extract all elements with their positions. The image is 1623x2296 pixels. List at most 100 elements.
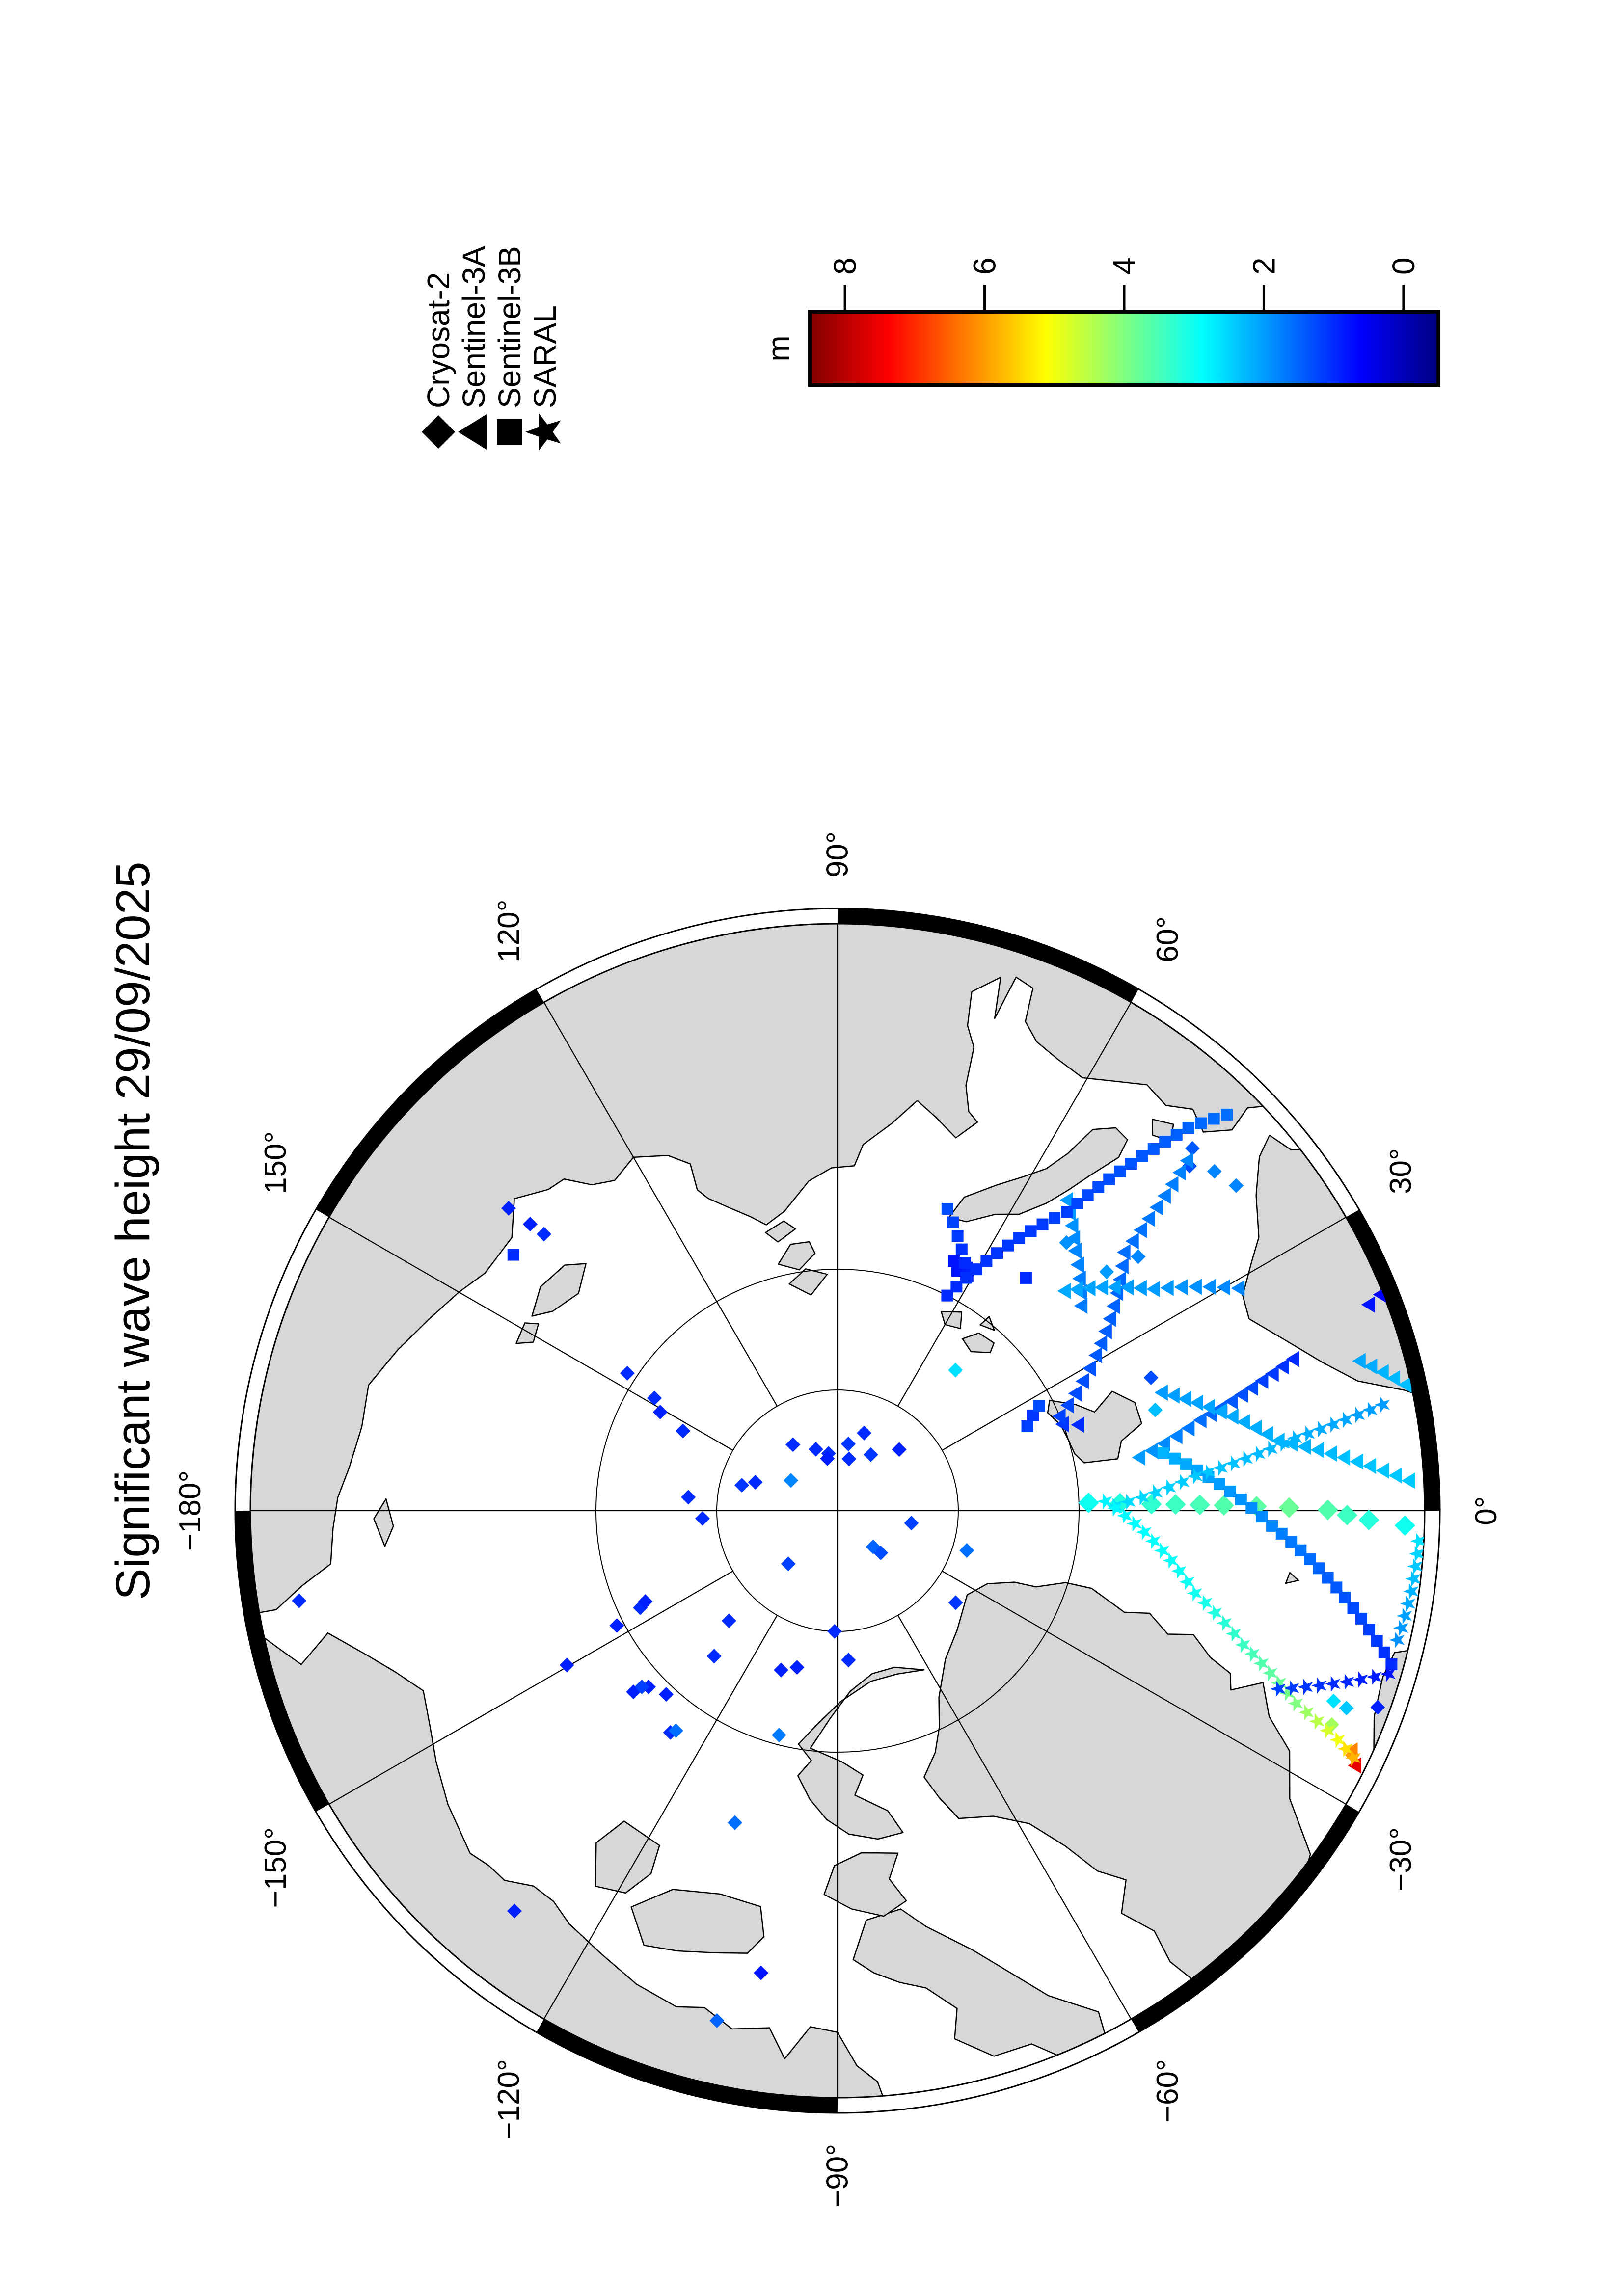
sentinel-3b-marker [1256,1511,1268,1523]
sentinel-3a-marker [1069,1281,1083,1298]
cryosat-2-marker [841,1653,856,1668]
saral-marker [1396,1607,1412,1624]
saral-marker [1200,1464,1216,1480]
cryosat-2-marker [857,1425,872,1441]
sentinel-3b-marker [1092,1181,1105,1193]
sentinel-3b-marker [1071,1198,1083,1210]
saral-marker [1284,1680,1299,1696]
sentinel-3b-marker [1136,1150,1148,1162]
cryosat-2-marker [681,1490,696,1505]
ring-black-segment [1131,1804,1359,2032]
cryosat-2-marker [1229,1178,1244,1193]
cryosat-2-marker [948,1595,963,1610]
land-severnaya_3 [765,1220,796,1243]
ring-outer-circle [234,908,1441,2114]
saral-marker [1345,1750,1361,1766]
cryosat-2-marker [659,1687,674,1702]
colorbar-tick-label-2: 2 [1246,257,1281,275]
sentinel-3b-marker [1036,1218,1049,1230]
cryosat-2-marker [1337,1505,1358,1526]
saral-marker [1325,1676,1341,1692]
saral-marker [1244,1646,1260,1662]
sentinel-3b-marker [951,1230,964,1242]
cryosat-2-marker [1214,1495,1235,1516]
meridian-label-30: 30° [1384,1148,1418,1194]
sentinel-3b-marker [1169,1452,1181,1465]
cryosat-2-marker [559,1657,574,1673]
sentinel-3a-marker [1165,1176,1179,1193]
sentinel-3a-marker [1178,1390,1191,1407]
sentinel-3a-marker [1125,1233,1139,1250]
saral-marker [1329,1732,1345,1748]
saral-marker [1163,1552,1178,1569]
cryosat-2-marker [820,1451,835,1466]
cryosat-2-marker [734,1478,750,1493]
sentinel-3b-marker [1285,1536,1298,1548]
cryosat-2-marker [1165,1494,1186,1515]
meridian-label--90: −90° [821,2144,855,2208]
saral-marker [1187,1585,1202,1602]
sentinel-3a-marker [1066,1230,1081,1247]
cryosat-2-marker [1143,1370,1159,1385]
saral-marker [1410,1533,1425,1549]
cryosat-2-marker [748,1475,763,1490]
saral-marker [1311,1677,1327,1694]
sentinel-3b-marker [1339,1591,1351,1603]
legend: Cryosat-2 Sentinel-3A Sentinel-3B SARAL [421,246,563,451]
saral-marker [1147,1484,1163,1501]
saral-marker [1312,1421,1328,1438]
saral-marker [1374,1396,1390,1413]
sentinel-3a-marker [1286,1351,1299,1367]
cryosat-2-marker [522,1217,538,1232]
cryosat-2-marker [638,1594,653,1609]
sentinel-3b-marker [1385,1658,1398,1670]
saral-marker [1225,1626,1242,1642]
sentinel-3b-marker [1061,1206,1073,1218]
cryosat-2-marker [706,1649,722,1664]
cryosat-2-marker [1339,1701,1354,1716]
sentinel-3a-marker [1059,1192,1073,1208]
sentinel-3b-marker [1235,1494,1247,1506]
cryosat-2-marker [1185,1141,1200,1156]
sentinel-3a-marker [1075,1373,1089,1389]
sentinel-3b-marker [947,1216,959,1228]
sentinel-3a-marker [1082,1360,1096,1377]
meridian-label-120: 120° [492,900,526,962]
sentinel-3b-marker [950,1281,963,1293]
sentinel-3b-legend-label: Sentinel-3B [492,246,527,408]
saral-marker [1154,1542,1170,1559]
saral-marker [1145,1533,1161,1549]
sentinel-3a-marker [1082,1280,1096,1297]
saral-marker [1271,1675,1286,1691]
sentinel-3b-marker [1322,1572,1334,1584]
cryosat-2-marker [676,1423,691,1439]
sentinel-3a-marker [1133,1222,1147,1238]
saral-marker [1262,1665,1278,1682]
cryosat-2-marker [781,1556,796,1572]
saral-marker [1298,1679,1313,1695]
saral-marker [1288,1695,1303,1712]
sentinel-3a-marker [1190,1394,1203,1411]
cryosat-2-marker [904,1516,919,1531]
saral-marker [1274,1435,1290,1452]
cryosat-2-marker [959,1543,974,1558]
saral-marker [1319,1722,1335,1739]
sentinel-3b-marker [1363,1624,1376,1636]
land-banks [595,1820,660,1894]
sentinel-3b-marker [1221,1108,1233,1121]
saral-marker [1262,1441,1278,1457]
land-severnaya_1 [778,1241,816,1271]
saral-marker [1107,1500,1123,1517]
sentinel-3b-marker [1147,1143,1160,1155]
meridian-30 [942,1217,1347,1451]
sentinel-3a-marker [1057,1282,1071,1299]
sentinel-3b-marker [1304,1553,1316,1565]
map-area [250,924,1425,2098]
cryosat-2-marker [774,1662,789,1678]
cryosat-2-marker [827,1624,842,1639]
saral-marker [1380,1666,1396,1682]
land-novaya_zemlya [948,1127,1128,1223]
cryosat-2-marker [709,2013,725,2029]
sentinel-3a-marker [1244,1380,1258,1396]
sentinel-3a-marker [1120,1279,1134,1296]
